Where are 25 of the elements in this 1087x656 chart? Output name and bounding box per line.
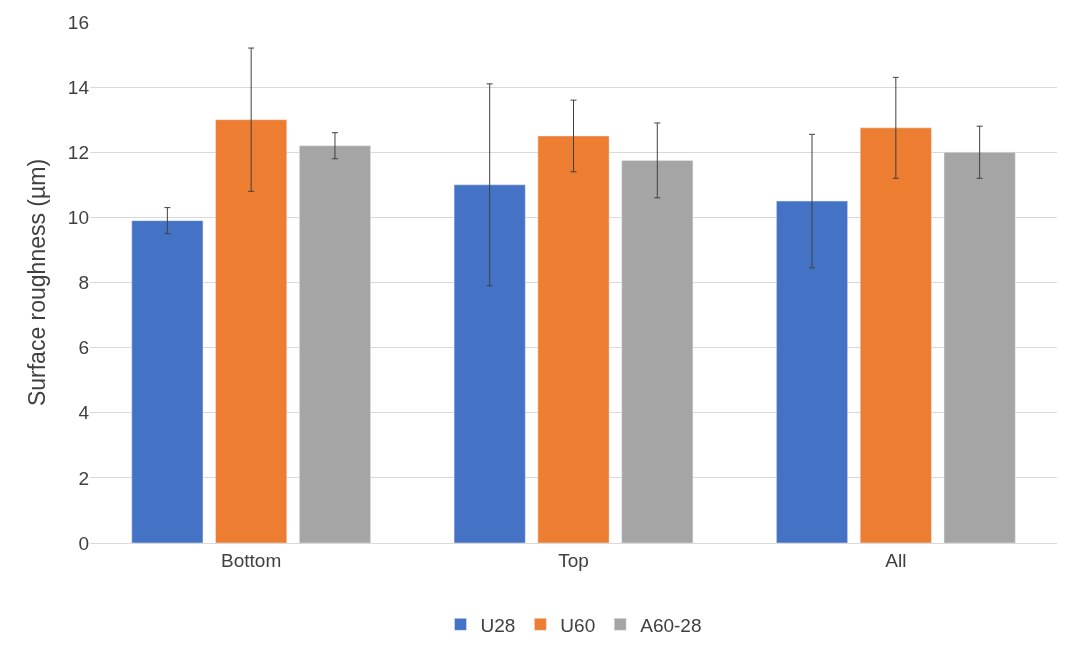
legend-label: U28 xyxy=(480,614,516,636)
bar xyxy=(621,160,694,543)
y-axis-title: Surface roughness (µm) xyxy=(24,158,51,407)
bar xyxy=(453,184,526,543)
y-tick-label: 12 xyxy=(67,141,89,163)
y-tick-label: 6 xyxy=(78,337,89,359)
y-tick-label: 8 xyxy=(78,272,89,294)
x-tick-label: Top xyxy=(558,549,589,571)
bar xyxy=(215,119,288,543)
y-tick-label: 0 xyxy=(78,532,89,554)
legend-label: A60-28 xyxy=(640,614,702,636)
bar xyxy=(776,200,848,543)
bar xyxy=(299,145,371,543)
y-tick-label: 14 xyxy=(67,76,90,98)
x-tick-label: Bottom xyxy=(221,549,282,571)
y-tick-label: 2 xyxy=(78,467,89,489)
y-tick-label: 16 xyxy=(67,11,89,33)
x-tick-label: All xyxy=(885,549,907,571)
bar xyxy=(859,127,932,543)
bar xyxy=(537,135,610,543)
bar xyxy=(943,152,1016,543)
legend-label: U60 xyxy=(560,614,596,636)
y-tick-label: 10 xyxy=(67,207,89,229)
bar xyxy=(131,220,204,543)
y-tick-label: 4 xyxy=(78,402,90,424)
